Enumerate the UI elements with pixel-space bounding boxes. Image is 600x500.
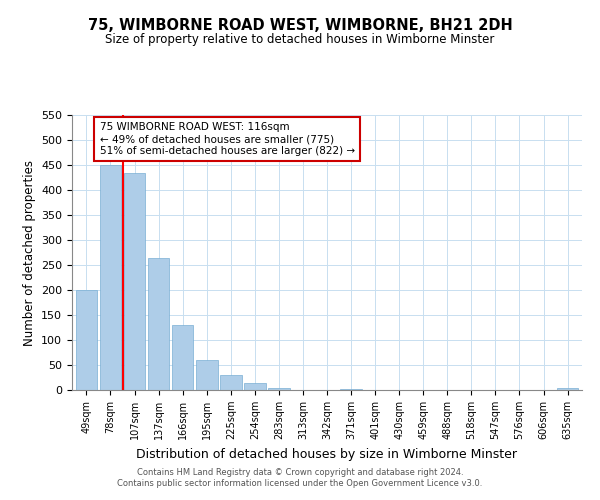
Bar [100,165,121,390]
Text: 75, WIMBORNE ROAD WEST, WIMBORNE, BH21 2DH: 75, WIMBORNE ROAD WEST, WIMBORNE, BH21 2… [88,18,512,32]
Text: 75 WIMBORNE ROAD WEST: 116sqm
← 49% of detached houses are smaller (775)
51% of : 75 WIMBORNE ROAD WEST: 116sqm ← 49% of d… [100,122,355,156]
Bar [244,382,266,390]
Bar [557,388,578,390]
Bar [340,388,362,390]
Bar [196,360,218,390]
Bar [172,325,193,390]
Text: Contains HM Land Registry data © Crown copyright and database right 2024.
Contai: Contains HM Land Registry data © Crown c… [118,468,482,487]
Text: Size of property relative to detached houses in Wimborne Minster: Size of property relative to detached ho… [106,32,494,46]
Bar [220,375,242,390]
Bar [124,172,145,390]
Bar [268,388,290,390]
X-axis label: Distribution of detached houses by size in Wimborne Minster: Distribution of detached houses by size … [137,448,517,460]
Bar [148,258,169,390]
Bar [76,290,97,390]
Y-axis label: Number of detached properties: Number of detached properties [23,160,35,346]
